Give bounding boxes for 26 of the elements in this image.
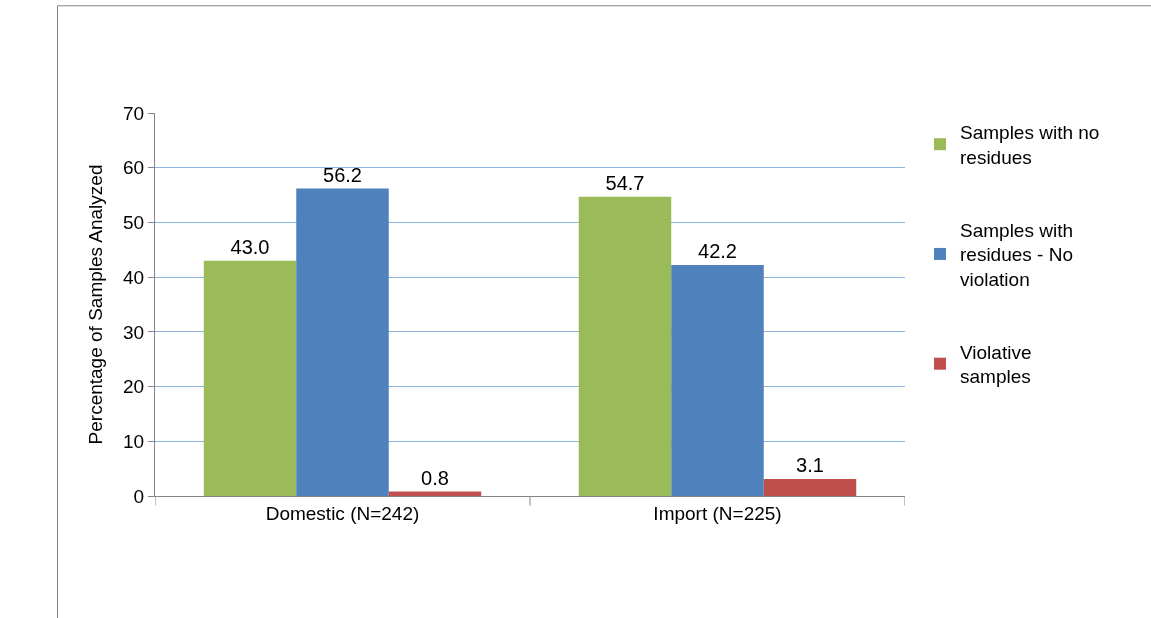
y-tick-label: 20 [123,376,145,398]
y-tick-label: 70 [123,102,145,124]
y-tick-label: 10 [123,430,145,452]
data-label: 42.2 [698,240,737,263]
x-tick-label: Domestic (N=242) [265,502,420,524]
y-tick-label: 0 [133,485,145,507]
bar [203,260,297,496]
y-tick-label: 60 [123,157,145,179]
data-label: 43.0 [230,235,270,258]
data-label: 54.7 [605,171,645,194]
legend-label: Violative samples [960,341,1032,388]
y-tick-label: 50 [123,212,145,234]
bar [671,265,764,496]
y-tick-label: 40 [123,266,145,288]
y-tick-label: 30 [123,321,145,343]
bar [578,196,672,496]
bar [388,491,482,496]
data-label: 3.1 [796,454,824,477]
y-axis-title: Percentage of Samples Analyzed [84,164,106,445]
bar [296,188,389,496]
legend-label: Samples with residues - No violation [960,219,1073,291]
legend-label: Samples with no residues [960,122,1100,168]
bar [763,479,857,496]
data-label: 56.2 [323,163,362,186]
data-label: 0.8 [421,466,449,489]
x-tick-label: Import (N=225) [653,502,782,524]
